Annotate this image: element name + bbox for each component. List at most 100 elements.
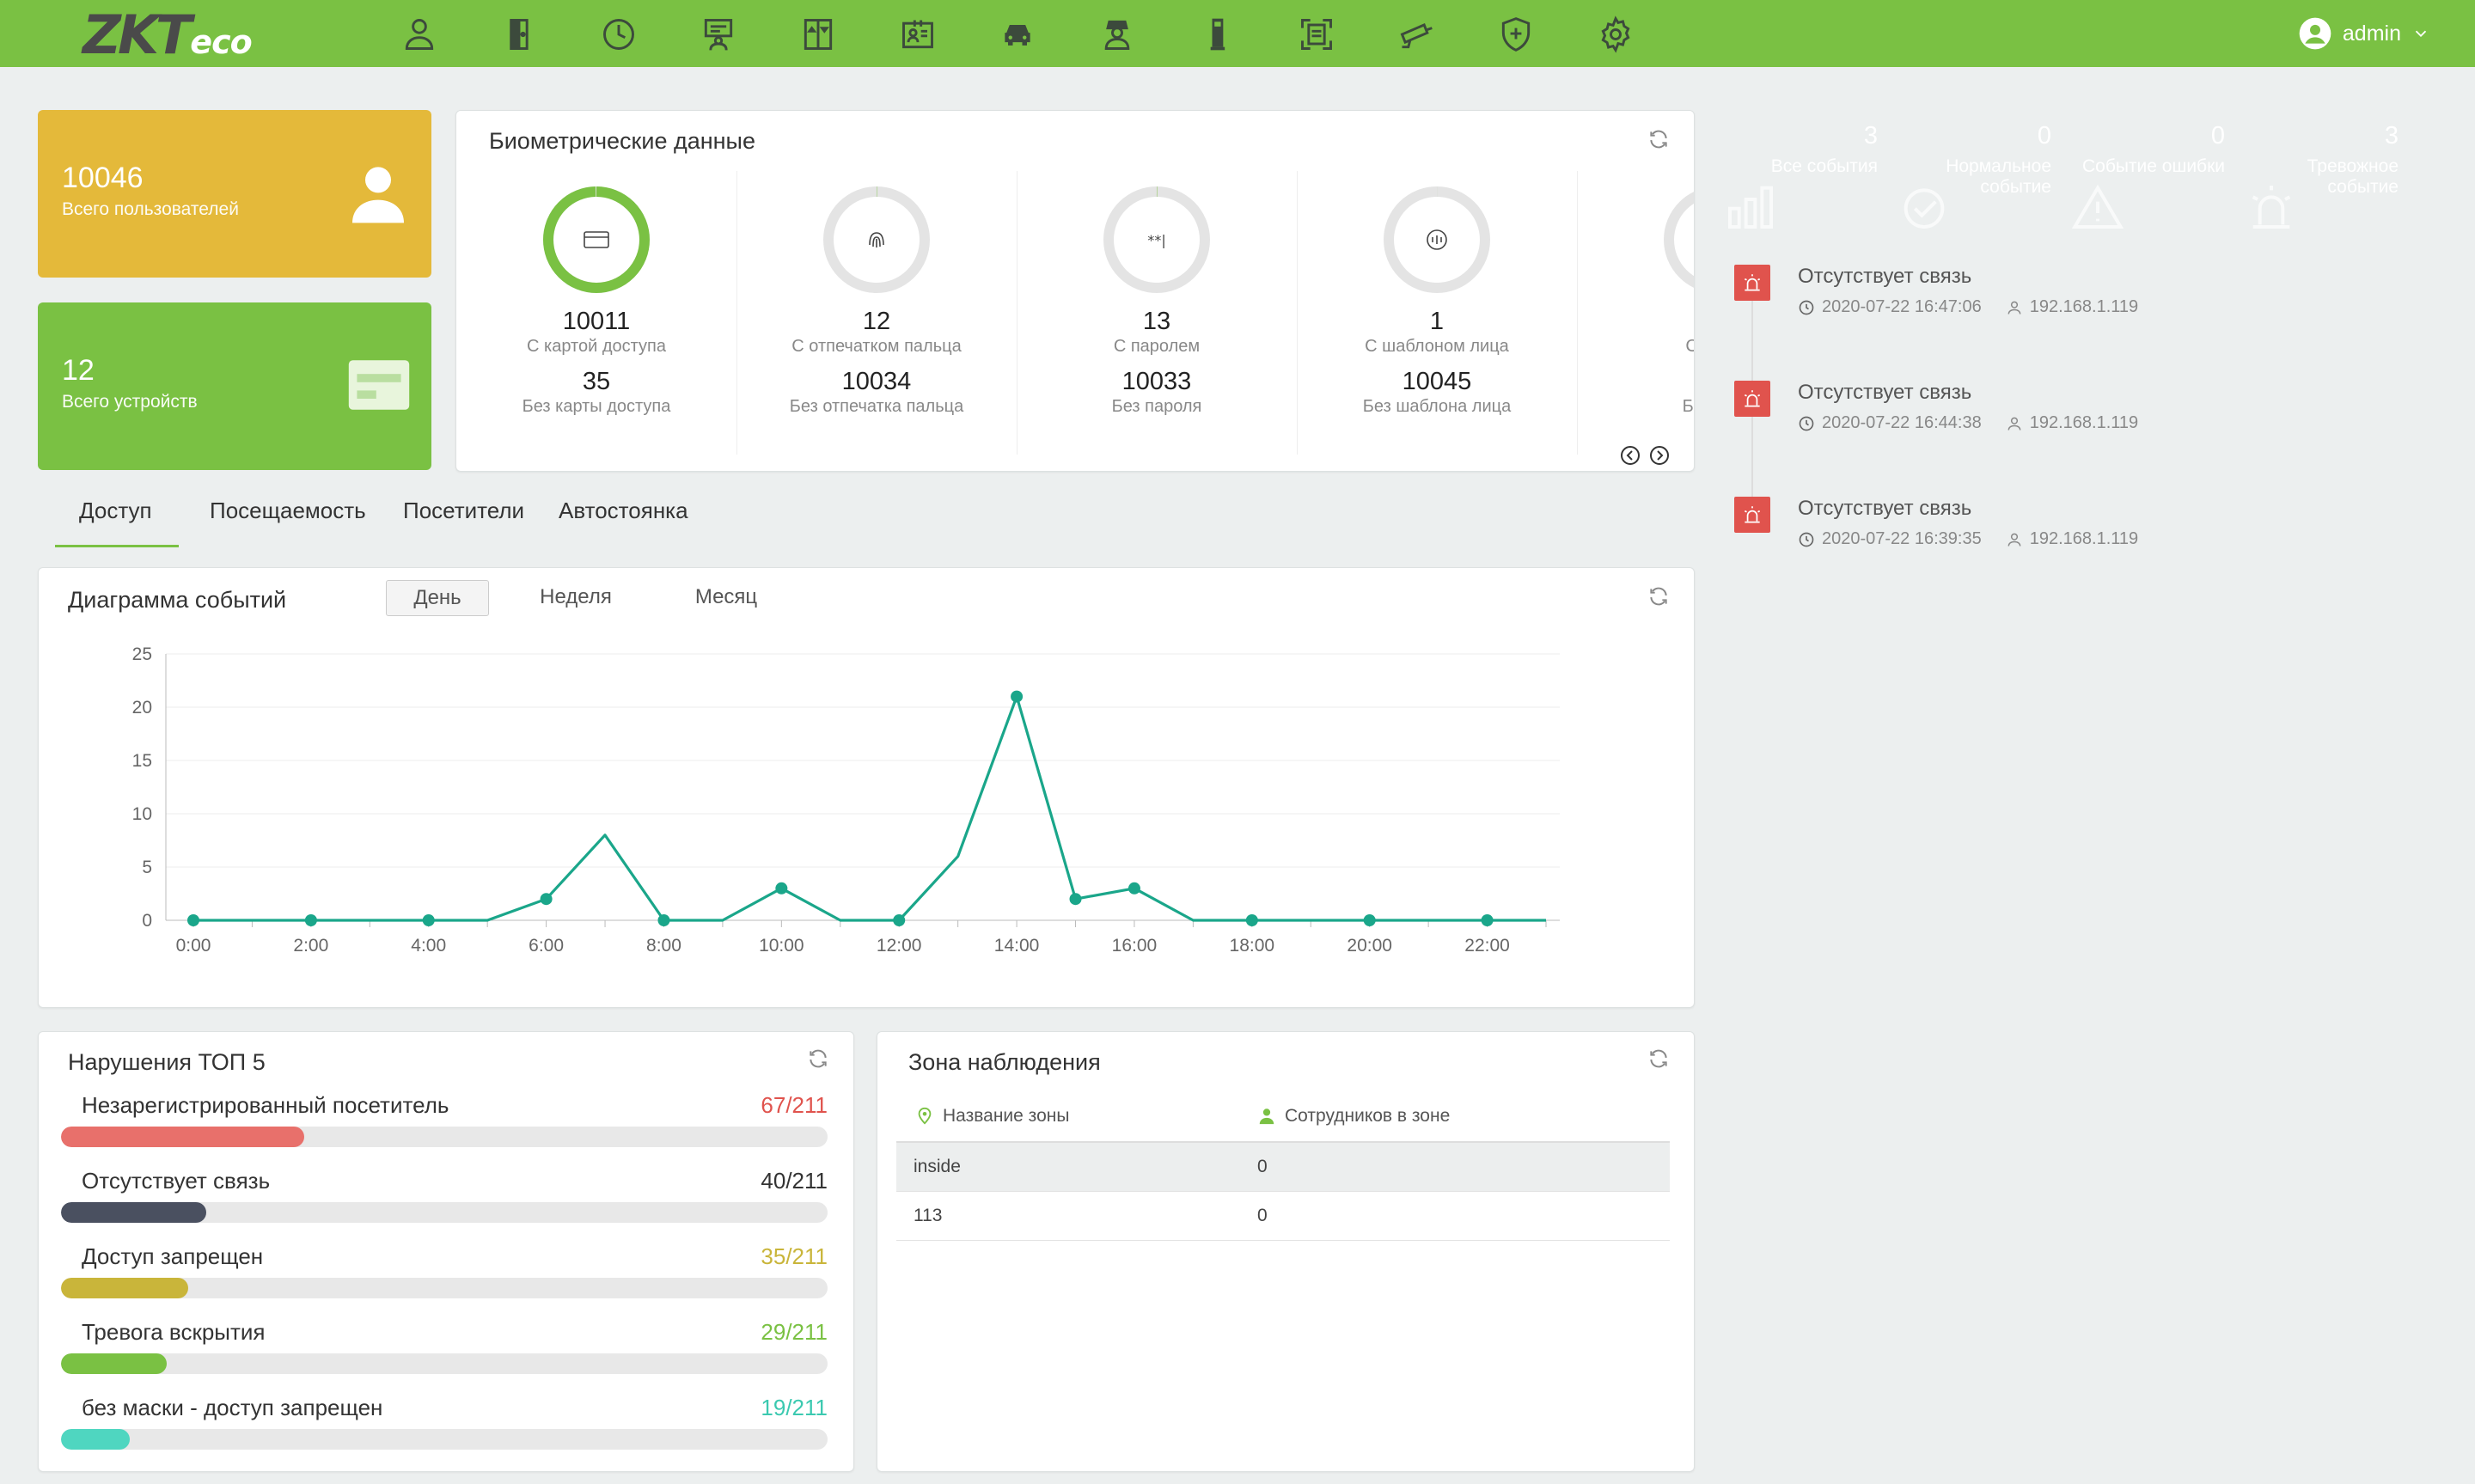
guard-icon[interactable]: [1095, 12, 1140, 57]
violations-card: Нарушения ТОП 5 Незарегистрированный пос…: [38, 1031, 854, 1472]
violation-name: Незарегистрированный посетитель: [82, 1092, 449, 1118]
with-value: 1: [1429, 308, 1445, 335]
alarm-text: Отсутствует связь: [1798, 265, 1972, 288]
username: admin: [2342, 21, 2401, 46]
bar-chart-icon: [1728, 186, 1773, 229]
alarm-item[interactable]: Отсутствует связь 2020-07-22 16:44:38 192.…: [1734, 381, 2164, 475]
without-value: 10034: [841, 368, 912, 395]
person-icon: [2008, 533, 2021, 547]
biometric-column: С рисун Без рису: [1577, 184, 1694, 417]
with-value: [1577, 308, 1694, 335]
without-value: 10045: [1402, 368, 1472, 395]
tab-visitors[interactable]: Посетители: [403, 498, 525, 523]
all-events-tile[interactable]: 3 Все события: [1721, 110, 1886, 235]
refresh-icon[interactable]: [1646, 1046, 1671, 1072]
biometric-column: 1 С шаблоном лица 10045 Без шаблона лица: [1297, 184, 1577, 417]
event-chart-card: Диаграмма событий День Неделя Месяц 0 5 10…: [38, 567, 1695, 1008]
check-circle-icon: [1904, 188, 1945, 229]
tab-parking[interactable]: Автостоянка: [559, 498, 688, 523]
normal-events-tile[interactable]: 0 Нормальное событие: [1895, 110, 2060, 235]
violation-row[interactable]: Тревога вскрытия 29/211: [61, 1319, 828, 1395]
total-users-label: Всего пользователей: [62, 199, 239, 219]
staff-icon: [1259, 1108, 1274, 1125]
clock-icon: [1799, 532, 1814, 547]
y-tick-label: 25: [132, 644, 152, 664]
user-menu[interactable]: admin: [2298, 15, 2430, 52]
alarm-ip: 192.168.1.119: [2029, 413, 2139, 432]
event-data-point: [657, 914, 670, 926]
violation-row[interactable]: без маски - доступ запрещен 19/211: [61, 1395, 828, 1470]
period-month-button[interactable]: Месяц: [694, 585, 758, 608]
biometric-column: **| 13 С паролем 10033 Без пароля: [1017, 184, 1297, 417]
alarm-item[interactable]: Отсутствует связь 2020-07-22 16:47:06 192.…: [1734, 265, 2164, 359]
violation-count: 35/211: [761, 1243, 828, 1269]
zone-table-row[interactable]: inside 0: [896, 1143, 1670, 1192]
all-events-label: Все события: [1770, 156, 1878, 176]
location-icon: [918, 1107, 932, 1125]
event-data-point: [1128, 882, 1140, 895]
alarm-text: Отсутствует связь: [1798, 497, 1972, 520]
y-tick-label: 5: [142, 858, 152, 877]
all-events-count: 3: [1863, 122, 1878, 150]
violation-name: Доступ запрещен: [82, 1243, 264, 1269]
alarm-events-tile[interactable]: 3 Тревожное событие: [2242, 110, 2407, 235]
without-value: 35: [582, 368, 611, 395]
door-icon[interactable]: [497, 12, 541, 57]
violation-row[interactable]: Отсутствует связь 40/211: [61, 1168, 828, 1243]
meeting-icon[interactable]: [696, 12, 741, 57]
face-scan-icon[interactable]: [1294, 12, 1339, 57]
event-data-point: [540, 893, 553, 906]
refresh-icon[interactable]: [805, 1046, 831, 1072]
biometric-ring: [543, 186, 650, 293]
zkteco-logo[interactable]: ZKT eco: [82, 3, 253, 66]
zone-title: Зона наблюдения: [908, 1049, 1101, 1075]
person-icon[interactable]: [397, 12, 442, 57]
cctv-icon[interactable]: [1394, 12, 1439, 57]
alarm-icon: [1734, 265, 1770, 301]
error-events-tile[interactable]: 0 Событие ошибки: [2069, 110, 2234, 235]
person-icon: [2008, 301, 2021, 315]
shield-icon[interactable]: [1494, 12, 1538, 57]
total-users-card[interactable]: 10046 Всего пользователей: [38, 110, 431, 278]
gear-icon[interactable]: [1593, 12, 1638, 57]
with-label: С шаблоном лица: [1365, 337, 1509, 356]
violation-progress-track: [61, 1429, 828, 1450]
with-label: С рисун: [1577, 337, 1694, 359]
tab-access[interactable]: Доступ: [79, 498, 152, 523]
violation-row[interactable]: Доступ запрещен 35/211: [61, 1243, 828, 1319]
biometric-ring: [1384, 186, 1490, 293]
alarm-meta: 2020-07-22 16:39:35 192.168.1.119: [1798, 529, 2138, 549]
biometric-title: Биометрические данные: [489, 128, 755, 154]
car-icon[interactable]: [995, 12, 1040, 57]
refresh-icon[interactable]: [1646, 583, 1671, 609]
face-icon: [1427, 229, 1447, 250]
device-icon[interactable]: [1195, 12, 1239, 57]
zone-staff-header-label: Сотрудников в зоне: [1285, 1106, 1451, 1126]
violation-count: 29/211: [761, 1319, 828, 1345]
alarm-meta: 2020-07-22 16:47:06 192.168.1.119: [1798, 297, 2138, 317]
previous-icon[interactable]: [1620, 445, 1641, 466]
event-series-line: [193, 695, 1546, 922]
zone-name-cell: 113: [914, 1206, 943, 1225]
elevator-icon[interactable]: [796, 12, 840, 57]
alarm-item[interactable]: Отсутствует связь 2020-07-22 16:39:35 192.…: [1734, 497, 2164, 591]
next-icon[interactable]: [1649, 445, 1670, 466]
svg-text:**|: **|: [1147, 232, 1165, 248]
period-week-button[interactable]: Неделя: [540, 585, 612, 608]
violation-progress-fill: [61, 1127, 305, 1147]
active-tab-indicator: [55, 545, 179, 547]
x-tick-label: 16:00: [1112, 936, 1158, 956]
x-tick-label: 8:00: [646, 936, 681, 956]
violation-row[interactable]: Незарегистрированный посетитель 67/211: [61, 1092, 828, 1168]
total-devices-card[interactable]: 12 Всего устройств: [38, 302, 431, 470]
user-avatar-icon: [2299, 17, 2331, 50]
alarm-events-count: 3: [2384, 122, 2399, 150]
alarm-meta: 2020-07-22 16:44:38 192.168.1.119: [1798, 413, 2138, 433]
refresh-icon[interactable]: [1646, 126, 1671, 152]
visitor-card-icon[interactable]: [895, 12, 940, 57]
clock-icon[interactable]: [596, 12, 641, 57]
tab-attendance[interactable]: Посещаемость: [210, 498, 366, 523]
y-tick-label: 0: [142, 911, 152, 931]
period-day-button[interactable]: День: [386, 580, 489, 616]
zone-table-row[interactable]: 113 0: [896, 1192, 1670, 1241]
